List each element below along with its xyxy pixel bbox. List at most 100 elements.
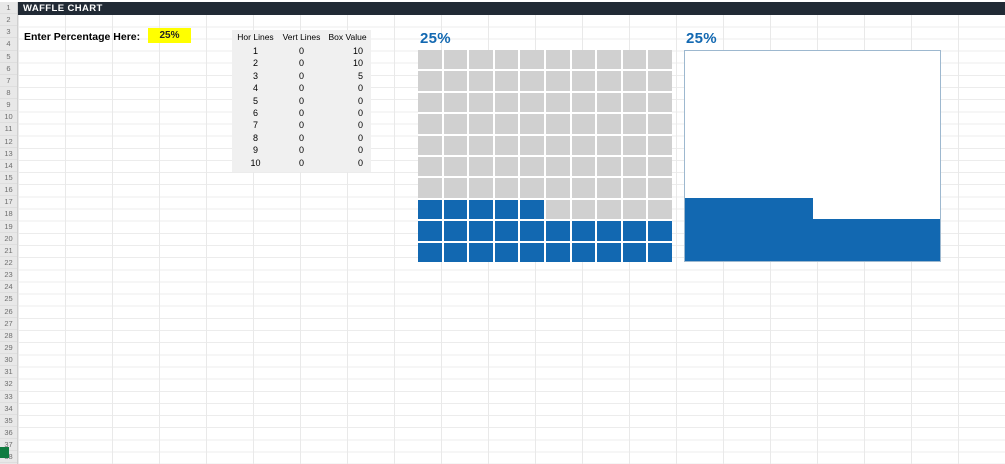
percentage-input-cell[interactable]: 25% bbox=[148, 28, 191, 43]
waffle-cell bbox=[494, 114, 519, 134]
row-number[interactable]: 35 bbox=[0, 415, 17, 427]
waffle-cell bbox=[648, 135, 672, 155]
waffle-cell bbox=[546, 92, 570, 113]
waffle-cell bbox=[418, 135, 442, 155]
waffle-cell bbox=[469, 178, 493, 198]
row-number[interactable]: 10 bbox=[0, 111, 17, 124]
waffle-cell bbox=[648, 242, 672, 262]
row-number[interactable]: 24 bbox=[0, 281, 17, 294]
helper-table-cell: 0 bbox=[357, 157, 363, 168]
waffle-cell bbox=[571, 92, 596, 113]
waffle-cell bbox=[571, 135, 596, 155]
row-number[interactable]: 33 bbox=[0, 391, 17, 403]
helper-table-cell: 10 bbox=[250, 157, 261, 168]
waffle-cell bbox=[648, 221, 672, 241]
waffle-cell bbox=[622, 221, 647, 241]
row-number[interactable]: 32 bbox=[0, 378, 17, 391]
helper-table-cell: 0 bbox=[357, 95, 363, 106]
waffle-cell bbox=[597, 114, 621, 134]
helper-table-cell: 0 bbox=[357, 107, 363, 118]
waffle-cell bbox=[494, 156, 519, 177]
helper-table-cell: 3 bbox=[252, 70, 258, 81]
helper-table-cell: 7 bbox=[252, 120, 258, 131]
row-number[interactable]: 26 bbox=[0, 306, 17, 318]
row-number[interactable]: 3 bbox=[0, 26, 17, 39]
helper-table-row: 8 0 0 bbox=[232, 132, 371, 144]
waffle-cell bbox=[546, 242, 570, 262]
row-number[interactable]: 8 bbox=[0, 87, 17, 100]
helper-table-cell: 0 bbox=[298, 107, 304, 118]
row-number[interactable]: 29 bbox=[0, 342, 17, 355]
row-number[interactable]: 15 bbox=[0, 172, 17, 185]
row-number[interactable]: 30 bbox=[0, 354, 17, 367]
selection-indicator bbox=[0, 447, 9, 458]
waffle-cell bbox=[494, 199, 519, 220]
row-number[interactable]: 12 bbox=[0, 136, 17, 148]
waffle-cell bbox=[443, 50, 468, 70]
row-number[interactable]: 18 bbox=[0, 208, 17, 221]
row-number[interactable]: 22 bbox=[0, 257, 17, 270]
waffle-cell bbox=[622, 135, 647, 155]
waffle-chart-gridded bbox=[418, 50, 672, 262]
helper-table-cell: 1 bbox=[252, 46, 258, 56]
waffle-cell bbox=[571, 50, 596, 70]
helper-table-cell: 9 bbox=[252, 145, 258, 156]
waffle-cell bbox=[520, 221, 544, 241]
waffle-cell bbox=[597, 92, 621, 113]
row-number[interactable]: 28 bbox=[0, 330, 17, 342]
waffle-cell bbox=[520, 114, 544, 134]
row-number[interactable]: 9 bbox=[0, 99, 17, 112]
waffle-cell bbox=[443, 135, 468, 155]
row-number[interactable]: 5 bbox=[0, 51, 17, 63]
row-number[interactable]: 20 bbox=[0, 233, 17, 245]
row-number[interactable]: 13 bbox=[0, 148, 17, 160]
waffle-cell bbox=[494, 71, 519, 91]
row-number[interactable]: 23 bbox=[0, 269, 17, 282]
waffle-cell bbox=[648, 114, 672, 134]
helper-table-cell: 0 bbox=[298, 83, 304, 94]
waffle-cell bbox=[520, 50, 544, 70]
row-number[interactable]: 31 bbox=[0, 366, 17, 379]
row-number[interactable]: 21 bbox=[0, 245, 17, 257]
waffle-cell bbox=[622, 156, 647, 177]
waffle-cell bbox=[469, 71, 493, 91]
waffle-cell bbox=[418, 178, 442, 198]
waffle-cell bbox=[546, 156, 570, 177]
helper-table-header: Hor Lines bbox=[237, 32, 274, 42]
waffle-cell bbox=[418, 199, 442, 220]
waffle-cell bbox=[546, 199, 570, 220]
helper-table-header: Vert Lines bbox=[282, 32, 321, 42]
helper-table-row: 5 0 0 bbox=[232, 95, 371, 107]
row-number[interactable]: 19 bbox=[0, 221, 17, 233]
waffle-cell bbox=[469, 242, 493, 262]
helper-table-cell: 10 bbox=[352, 46, 363, 56]
row-number[interactable]: 17 bbox=[0, 196, 17, 209]
helper-table-cell: 0 bbox=[357, 145, 363, 156]
helper-table-cell: 5 bbox=[357, 70, 363, 81]
waffle-cell bbox=[418, 92, 442, 113]
waffle-cell bbox=[469, 92, 493, 113]
row-number[interactable]: 6 bbox=[0, 63, 17, 75]
waffle-cell bbox=[443, 199, 468, 220]
waffle-cell bbox=[469, 50, 493, 70]
row-number[interactable]: 36 bbox=[0, 427, 17, 440]
row-number[interactable]: 4 bbox=[0, 38, 17, 51]
waffle-cell bbox=[622, 199, 647, 220]
waffle-cell bbox=[571, 221, 596, 241]
row-number[interactable]: 34 bbox=[0, 403, 17, 415]
row-number[interactable]: 7 bbox=[0, 75, 17, 87]
helper-table-row: 6 0 0 bbox=[232, 107, 371, 119]
waffle-cell bbox=[418, 50, 442, 70]
row-number[interactable]: 16 bbox=[0, 184, 17, 197]
row-number[interactable]: 25 bbox=[0, 293, 17, 306]
row-number[interactable]: 11 bbox=[0, 123, 17, 136]
waffle-cell bbox=[469, 156, 493, 177]
row-number[interactable]: 27 bbox=[0, 318, 17, 330]
waffle-cell bbox=[546, 135, 570, 155]
sheet-title: WAFFLE CHART bbox=[23, 3, 103, 14]
waffle-cell bbox=[520, 135, 544, 155]
row-number[interactable]: 14 bbox=[0, 160, 17, 172]
row-number[interactable]: 1 bbox=[0, 2, 17, 15]
row-number[interactable]: 2 bbox=[0, 14, 17, 27]
waffle-cell bbox=[520, 178, 544, 198]
